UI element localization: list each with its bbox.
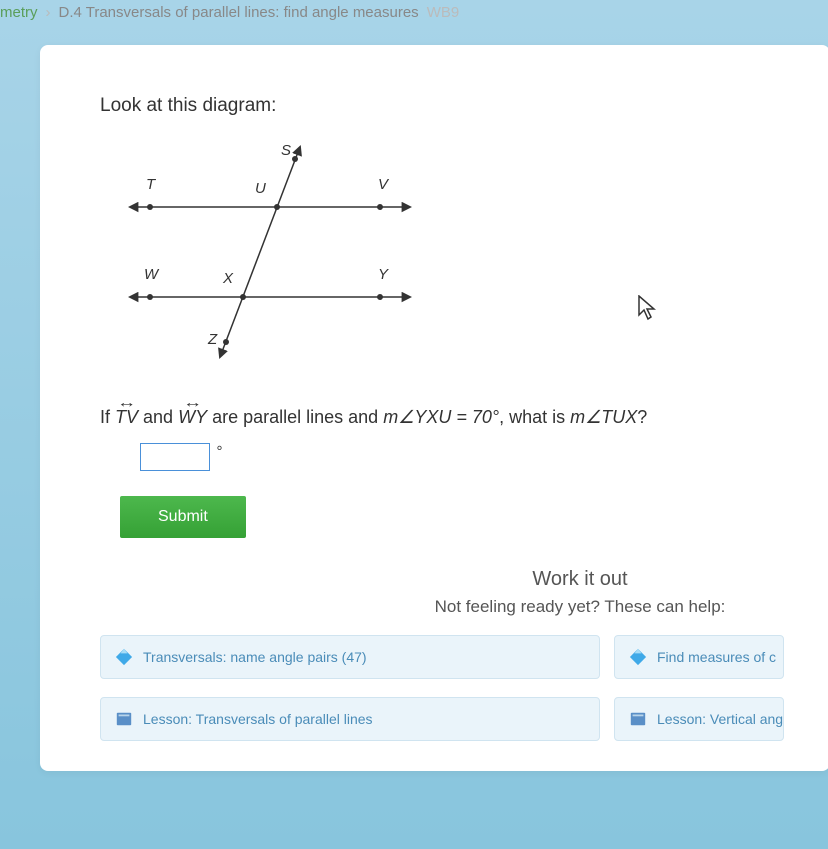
diamond-icon: [629, 648, 647, 666]
question-text: If TV and WY are parallel lines and m∠YX…: [100, 407, 780, 428]
help-row-1: Transversals: name angle pairs (47) Find…: [100, 635, 780, 679]
q-suffix: ?: [637, 407, 647, 427]
answer-row: °: [140, 443, 780, 471]
q-prefix: If: [100, 407, 115, 427]
help-label: Lesson: Vertical ang: [657, 711, 783, 727]
prompt-heading: Look at this diagram:: [100, 95, 780, 117]
svg-text:S: S: [281, 142, 291, 159]
breadcrumb-subject[interactable]: metry: [0, 4, 38, 21]
q-mid1: and: [138, 407, 178, 427]
answer-input[interactable]: [140, 443, 210, 471]
degree-unit: °: [216, 443, 222, 460]
geometry-diagram: S T U V W X Y Z: [110, 137, 430, 377]
question-card: Look at this diagram: S T U V W X Y Z If TV and…: [40, 45, 828, 771]
asked-angle: m∠TUX: [570, 407, 637, 427]
help-label: Transversals: name angle pairs (47): [143, 649, 367, 665]
breadcrumb-topic[interactable]: D.4 Transversals of parallel lines: find…: [59, 4, 419, 21]
line-tv: TV: [115, 407, 138, 428]
book-icon: [629, 710, 647, 728]
help-row-2: Lesson: Transversals of parallel lines L…: [100, 697, 780, 741]
svg-text:W: W: [144, 266, 160, 283]
svg-text:U: U: [255, 180, 266, 197]
svg-text:T: T: [146, 176, 157, 193]
svg-text:Y: Y: [378, 266, 389, 283]
line-wy: WY: [178, 407, 207, 428]
book-icon: [115, 710, 133, 728]
q-mid2: are parallel lines and: [207, 407, 383, 427]
svg-text:X: X: [222, 270, 234, 287]
help-find-measures[interactable]: Find measures of c: [614, 635, 784, 679]
breadcrumb: metry › D.4 Transversals of parallel lin…: [0, 0, 828, 25]
diamond-icon: [115, 648, 133, 666]
given-angle: m∠YXU = 70°: [383, 407, 499, 427]
work-it-out: Work it out Not feeling ready yet? These…: [380, 568, 780, 617]
help-label: Lesson: Transversals of parallel lines: [143, 711, 373, 727]
help-lesson-transversals[interactable]: Lesson: Transversals of parallel lines: [100, 697, 600, 741]
submit-button[interactable]: Submit: [120, 496, 246, 538]
help-transversals-pairs[interactable]: Transversals: name angle pairs (47): [100, 635, 600, 679]
work-subtitle: Not feeling ready yet? These can help:: [380, 597, 780, 617]
work-title: Work it out: [380, 568, 780, 591]
svg-text:Z: Z: [207, 331, 218, 348]
q-mid3: , what is: [499, 407, 570, 427]
help-lesson-vertical[interactable]: Lesson: Vertical ang: [614, 697, 784, 741]
breadcrumb-code: WB9: [427, 4, 460, 21]
help-label: Find measures of c: [657, 649, 776, 665]
svg-text:V: V: [378, 176, 390, 193]
chevron-right-icon: ›: [46, 4, 51, 21]
